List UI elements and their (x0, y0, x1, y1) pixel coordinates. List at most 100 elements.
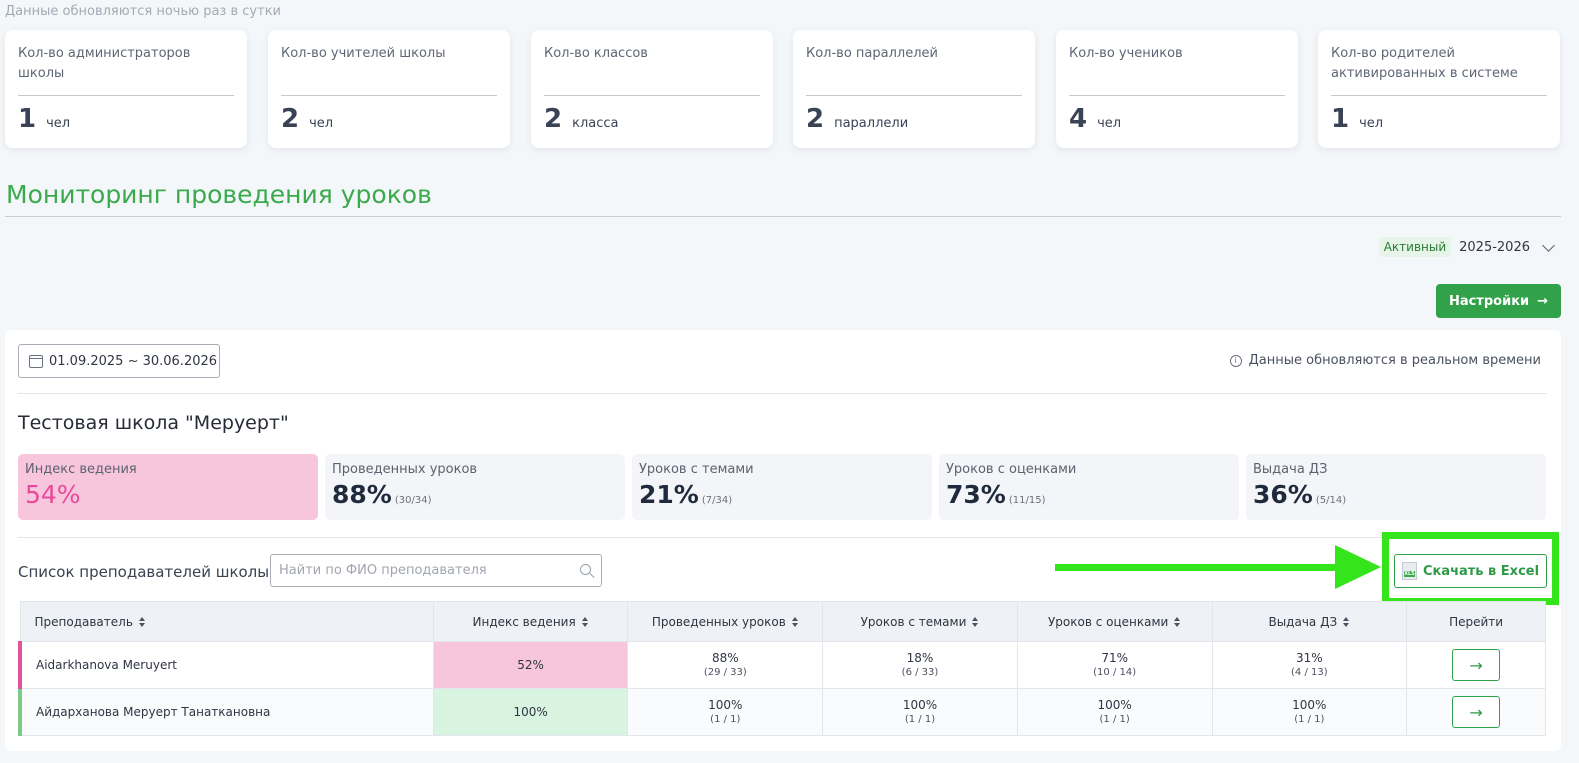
grades-cell: 71% (10 / 14) (1016, 641, 1213, 689)
cell-fraction: (10 / 14) (1093, 667, 1137, 678)
cell-fraction: (4 / 13) (1291, 667, 1328, 678)
section-title: Мониторинг проведения уроков (6, 180, 432, 209)
header-homework[interactable]: Выдача ДЗ (1211, 601, 1408, 642)
stat-label: Кол-во учителей школы (281, 44, 497, 96)
metric-fraction: (11/15) (1008, 495, 1046, 506)
stat-unit: параллели (834, 116, 909, 131)
stat-value: 1 (1331, 104, 1350, 134)
stat-value: 2 (544, 104, 563, 134)
header-label: Индекс ведения (472, 614, 576, 629)
cell-percent: 88% (711, 651, 739, 665)
stat-value: 2 (806, 104, 825, 134)
stat-value: 1 (18, 104, 37, 134)
header-teacher[interactable]: Преподаватель (19, 601, 434, 642)
stat-label: Кол-во классов (544, 44, 760, 96)
year-value: 2025-2026 (1459, 239, 1530, 255)
sort-icon[interactable] (972, 617, 979, 627)
stat-label: Кол-во учеников (1069, 44, 1285, 96)
stat-unit: чел (309, 116, 334, 131)
xls-file-icon: XLS (1401, 562, 1417, 580)
table-row: Айдарханова Меруерт Танаткановна 100% 10… (17, 688, 1546, 736)
header-grades[interactable]: Уроков с оценками (1016, 601, 1213, 642)
search-icon[interactable] (580, 564, 591, 575)
stat-unit: класса (572, 116, 619, 131)
metric-label: Уроков с темами (639, 462, 754, 477)
metric-fraction: (7/34) (701, 495, 733, 506)
header-lessons[interactable]: Проведенных уроков (627, 601, 824, 642)
index-cell: 52% (432, 641, 629, 689)
teacher-search-input[interactable]: Найти по ФИО преподавателя (270, 554, 602, 587)
stat-unit: чел (1359, 116, 1384, 131)
header-label: Проведенных уроков (651, 614, 786, 629)
header-topics[interactable]: Уроков с темами (822, 601, 1018, 642)
stat-label: Кол-во администраторов школы (18, 44, 234, 96)
table-row: Aidarkhanova Meruyert 52% 88% (29 / 33) 1… (17, 641, 1546, 689)
go-cell: → (1406, 641, 1546, 689)
teacher-name: Aidarkhanova Meruyert (17, 641, 434, 689)
metric-percent: 73% (946, 480, 1006, 509)
go-cell: → (1406, 688, 1546, 736)
teacher-name: Айдарханова Меруерт Танаткановна (17, 688, 434, 736)
metric-percent: 88% (332, 480, 392, 509)
metric-fraction: (30/34) (394, 495, 432, 506)
date-range-picker[interactable]: 01.09.2025 ~ 30.06.2026 (18, 344, 220, 378)
sort-icon[interactable] (791, 617, 799, 627)
sort-icon[interactable] (581, 617, 589, 627)
metric-percent: 54% (25, 480, 81, 509)
metric-label: Индекс ведения (25, 462, 137, 477)
arrow-right-icon: → (1469, 702, 1483, 722)
table-header-row: Преподаватель Индекс ведения Проведенных… (19, 601, 1546, 642)
cell-fraction: (1 / 1) (904, 714, 936, 725)
download-excel-button[interactable]: XLS Скачать в Excel (1394, 554, 1547, 588)
metric-grades: Уроков с оценками 73% (11/15) (939, 454, 1239, 520)
header-label: Уроков с темами (860, 614, 967, 629)
metric-fraction: (5/14) (1315, 495, 1347, 506)
cell-percent: 100% (708, 698, 743, 712)
excel-button-label: Скачать в Excel (1422, 563, 1540, 579)
lessons-cell: 100% (1 / 1) (627, 688, 824, 736)
year-selector[interactable]: Активный 2025-2026 (1378, 237, 1555, 257)
stat-card-teachers: Кол-во учителей школы 2 чел (268, 30, 510, 148)
metric-percent: 36% (1253, 480, 1313, 509)
go-button[interactable]: → (1452, 649, 1501, 681)
arrow-right-icon: → (1469, 655, 1483, 675)
stat-card-students: Кол-во учеников 4 чел (1056, 30, 1298, 148)
go-button[interactable]: → (1452, 696, 1501, 728)
metric-index: Индекс ведения 54% (18, 454, 318, 520)
metric-topics: Уроков с темами 21% (7/34) (632, 454, 932, 520)
cell-fraction: (1 / 1) (1294, 714, 1325, 725)
stat-label: Кол-во параллелей (806, 44, 1022, 96)
cell-percent: 100% (1292, 698, 1327, 712)
divider (18, 393, 1547, 394)
teachers-table: Преподаватель Индекс ведения Проведенных… (17, 601, 1546, 736)
sort-icon[interactable] (1174, 617, 1181, 627)
sort-icon[interactable] (138, 617, 146, 627)
sort-icon[interactable] (1343, 617, 1350, 627)
active-badge: Активный (1378, 237, 1452, 257)
lessons-cell: 88% (29 / 33) (627, 641, 824, 689)
header-label: Уроков с оценками (1047, 614, 1169, 629)
metric-homework: Выдача ДЗ 36% (5/14) (1246, 454, 1546, 520)
header-label: Преподаватель (34, 614, 133, 629)
cell-fraction: (1 / 1) (710, 714, 741, 725)
topics-cell: 18% (6 / 33) (822, 641, 1018, 689)
topics-cell: 100% (1 / 1) (822, 688, 1018, 736)
stat-value: 2 (281, 104, 300, 134)
settings-button[interactable]: Настройки → (1436, 284, 1561, 318)
metric-label: Выдача ДЗ (1253, 462, 1328, 477)
header-index[interactable]: Индекс ведения (432, 601, 629, 642)
stat-card-classes: Кол-во классов 2 класса (531, 30, 773, 148)
stat-label: Кол-во родителей активированных в систем… (1331, 44, 1547, 96)
cell-percent: 100% (1097, 698, 1132, 712)
annotation-arrow-line (1055, 564, 1340, 571)
date-range-value: 01.09.2025 ~ 30.06.2026 (49, 353, 218, 369)
annotation-arrow-head (1335, 545, 1381, 589)
cell-fraction: (29 / 33) (703, 667, 747, 678)
search-placeholder: Найти по ФИО преподавателя (279, 563, 487, 578)
metric-label: Уроков с оценками (946, 462, 1077, 477)
metric-lessons: Проведенных уроков 88% (30/34) (325, 454, 625, 520)
calendar-icon (29, 354, 43, 368)
cell-percent: 100% (902, 698, 938, 712)
info-icon: i (1229, 354, 1242, 367)
stat-card-admins: Кол-во администраторов школы 1 чел (5, 30, 247, 148)
